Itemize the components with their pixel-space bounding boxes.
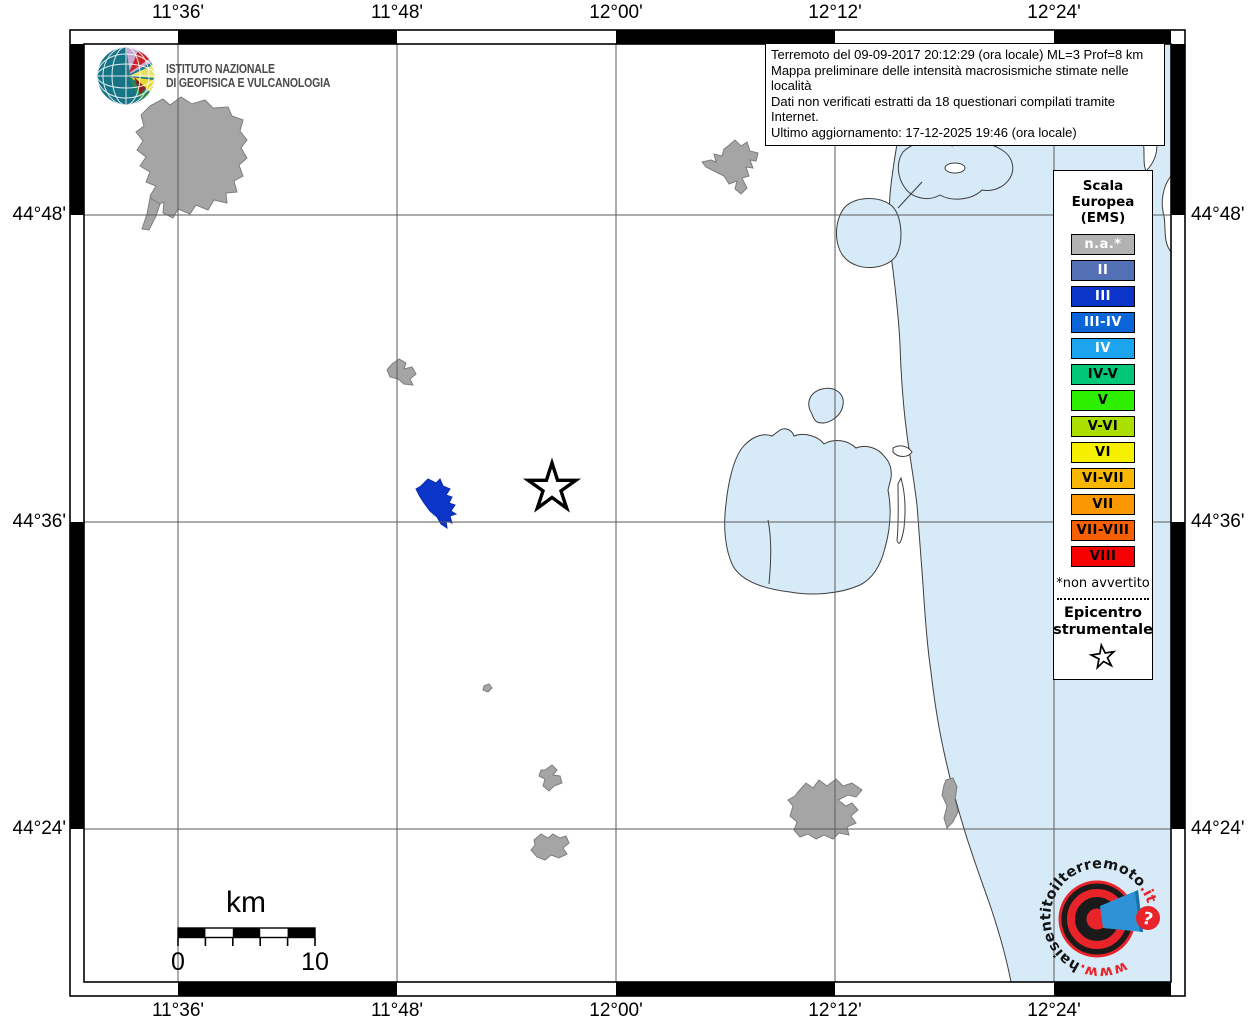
locality-intensity-iii: [415, 478, 458, 530]
towns-layer: [135, 96, 959, 861]
lon-label: 11°36': [151, 1000, 205, 1021]
info-line-event: Terremoto del 09-09-2017 20:12:29 (ora l…: [771, 47, 1144, 62]
epicenter-label-line: Epicentro: [1063, 605, 1143, 621]
lat-label: 44°48': [1191, 204, 1245, 225]
ingv-logo: ISTITUTO NAZIONALE DI GEOFISICA E VULCAN…: [94, 44, 362, 108]
legend-item-v-vi: V-VI: [1071, 416, 1135, 437]
earthquake-info-box: Terremoto del 09-09-2017 20:12:29 (ora l…: [765, 43, 1165, 146]
valli-di-comacchio: [724, 428, 892, 595]
legend-item-iii-iv: III-IV: [1071, 312, 1135, 333]
ingv-name: ISTITUTO NAZIONALE DI GEOFISICA E VULCAN…: [166, 62, 330, 91]
coast-strip-2: [896, 476, 906, 544]
lon-label: 12°00': [589, 1000, 643, 1021]
town-small-a: [386, 358, 417, 386]
lat-label: 44°36': [1191, 511, 1245, 532]
legend-item-vi-vii: VI-VII: [1071, 468, 1135, 489]
legend-items: n.a.* II III III-IV IV IV-V V V-VI VI VI…: [1071, 234, 1135, 567]
legend-separator: [1057, 598, 1149, 600]
ingv-name-line2: DI GEOFISICA E VULCANOLOGIA: [166, 76, 331, 90]
lon-label: 12°12': [808, 1000, 862, 1021]
epicenter-label-line: strumentale: [1053, 622, 1153, 638]
legend-item-vii: VII: [1071, 494, 1135, 515]
scale-bar-title: km: [226, 886, 266, 919]
logo-megaphone: [1100, 890, 1143, 932]
epicenter-label: Epicentro strumentale: [1053, 605, 1153, 639]
legend-item-na: n.a.*: [1071, 234, 1135, 255]
town-ravenna: [787, 778, 863, 840]
lon-label: 12°00': [589, 2, 643, 23]
lon-label: 12°24': [1027, 1000, 1081, 1021]
ingv-name-line1: ISTITUTO NAZIONALE: [166, 61, 275, 76]
legend-item-iv: IV: [1071, 338, 1135, 359]
info-line-map: Mappa preliminare delle intensità macros…: [771, 62, 1129, 94]
map-frame: [69, 29, 1186, 997]
logo-question-mark: ?: [1140, 909, 1154, 931]
town-small-c: [538, 764, 563, 792]
lon-label: 12°24': [1027, 2, 1081, 23]
lat-label: 44°36': [12, 511, 67, 532]
lon-label: 11°36': [151, 2, 205, 23]
lat-label: 44°24': [12, 818, 67, 839]
legend-footnote: *non avvertito: [1056, 576, 1150, 591]
town-coastal-strip: [941, 777, 959, 829]
ems-legend: Scala Europea (EMS) n.a.* II III III-IV …: [1053, 170, 1153, 680]
info-line-data: Dati non verificati estratti da 18 quest…: [771, 93, 1115, 125]
legend-item-ii: II: [1071, 260, 1135, 281]
legend-item-v: V: [1071, 390, 1135, 411]
lagoon-island: [944, 162, 966, 174]
ingv-globe-icon: [96, 46, 156, 106]
legend-item-vi: VI: [1071, 442, 1135, 463]
info-line-update: Ultimo aggiornamento: 17-12-2025 19:46 (…: [771, 124, 1077, 140]
town-ferrara: [135, 96, 248, 219]
lon-label: 12°12': [808, 2, 862, 23]
town-tiny-b: [482, 683, 493, 693]
lagoon-channel: [897, 181, 923, 209]
lagoon-goro-south: [836, 198, 902, 269]
town-ferrara-tail: [141, 197, 161, 231]
legend-item-vii-viii: VII-VIII: [1071, 520, 1135, 541]
coast-strip-1: [892, 445, 913, 457]
logo-question-badge: [1136, 906, 1160, 930]
town-small-d: [530, 833, 570, 861]
lon-label: 11°48': [370, 2, 424, 23]
scale-bar: [177, 927, 316, 946]
legend-item-iv-v: IV-V: [1071, 364, 1135, 385]
town-copparo: [701, 139, 759, 195]
small-lake: [808, 387, 844, 424]
scale-bar-end: 10: [301, 948, 329, 976]
legend-title-line: Europea: [1071, 194, 1135, 210]
comacchio-inner-channel: [767, 519, 772, 585]
lat-label: 44°48': [12, 204, 67, 225]
legend-item-iii: III: [1071, 286, 1135, 307]
scale-bar-start: 0: [171, 948, 185, 976]
epicenter-star-icon: [1088, 643, 1117, 671]
legend-title: Scala Europea (EMS): [1072, 178, 1135, 226]
lon-label: 11°48': [370, 1000, 424, 1021]
legend-title-line: Scala: [1082, 178, 1124, 194]
right-edge-land: [1161, 174, 1172, 254]
lat-label: 44°24': [1191, 818, 1245, 839]
legend-title-line: (EMS): [1080, 210, 1126, 226]
epicenter-star: [522, 457, 582, 513]
legend-item-viii: VIII: [1071, 546, 1135, 567]
